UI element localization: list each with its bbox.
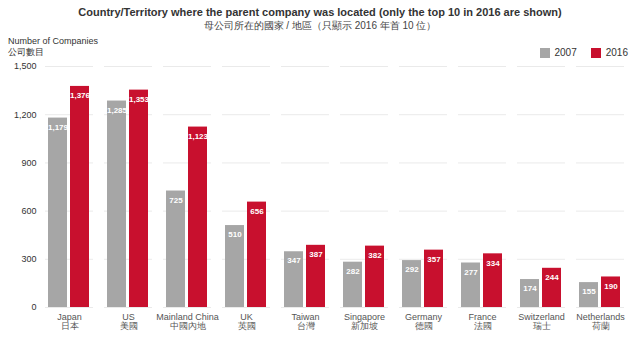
svg-text:334: 334 — [486, 259, 500, 268]
svg-text:357: 357 — [427, 255, 441, 264]
html-text:Number of Companies 公司數目: Number of Companies 公司數目 — [8, 36, 98, 57]
svg-text:900: 900 — [21, 158, 36, 168]
svg-text:656: 656 — [250, 207, 264, 216]
svg-text:1,353: 1,353 — [129, 95, 150, 104]
svg-text:1,500: 1,500 — [14, 61, 37, 71]
svg-text:UK英國: UK英國 — [238, 312, 256, 331]
svg-text:Germany德國: Germany德國 — [405, 312, 443, 331]
svg-text:1,179: 1,179 — [48, 123, 69, 132]
svg-text:174: 174 — [523, 284, 537, 293]
svg-text:244: 244 — [545, 273, 559, 282]
svg-text:France法國: France法國 — [468, 312, 496, 331]
svg-text:155: 155 — [582, 287, 596, 296]
svg-text:0: 0 — [31, 302, 36, 312]
svg-text:282: 282 — [346, 267, 360, 276]
svg-text:387: 387 — [309, 250, 323, 259]
svg-text:Netherlands荷蘭: Netherlands荷蘭 — [576, 312, 625, 331]
svg-text:Taiwan台灣: Taiwan台灣 — [291, 312, 319, 331]
html-text:母公司所在的國家 / 地區（只顯示 2016 年首 10 位: 母公司所在的國家 / 地區（只顯示 2016 年首 10 位） — [203, 20, 437, 31]
html-text:2016: 2016 — [605, 47, 628, 58]
svg-text:1,123: 1,123 — [188, 132, 209, 141]
svg-text:382: 382 — [368, 251, 382, 260]
svg-text:725: 725 — [169, 196, 183, 205]
svg-text:300: 300 — [21, 254, 36, 264]
svg-text:600: 600 — [21, 206, 36, 216]
svg-text:292: 292 — [405, 265, 419, 274]
svg-text:277: 277 — [464, 268, 478, 277]
svg-text:190: 190 — [604, 282, 618, 291]
svg-text:Singapore新加坡: Singapore新加坡 — [344, 312, 385, 331]
html-text:2007: 2007 — [554, 47, 577, 58]
svg-text:Japan日本: Japan日本 — [57, 312, 82, 331]
svg-text:1,200: 1,200 — [14, 110, 37, 120]
svg-text:Switzerland瑞士: Switzerland瑞士 — [518, 312, 565, 331]
svg-text:347: 347 — [287, 256, 301, 265]
svg-text:510: 510 — [228, 230, 242, 239]
svg-text:1,376: 1,376 — [70, 91, 91, 100]
svg-text:Mainland China中國內地: Mainland China中國內地 — [156, 312, 219, 331]
svg-text:1,285: 1,285 — [107, 106, 128, 115]
svg-text:US美國: US美國 — [120, 312, 138, 331]
html-text:Country/Territory where the pa: Country/Territory where the parent compa… — [78, 6, 562, 18]
